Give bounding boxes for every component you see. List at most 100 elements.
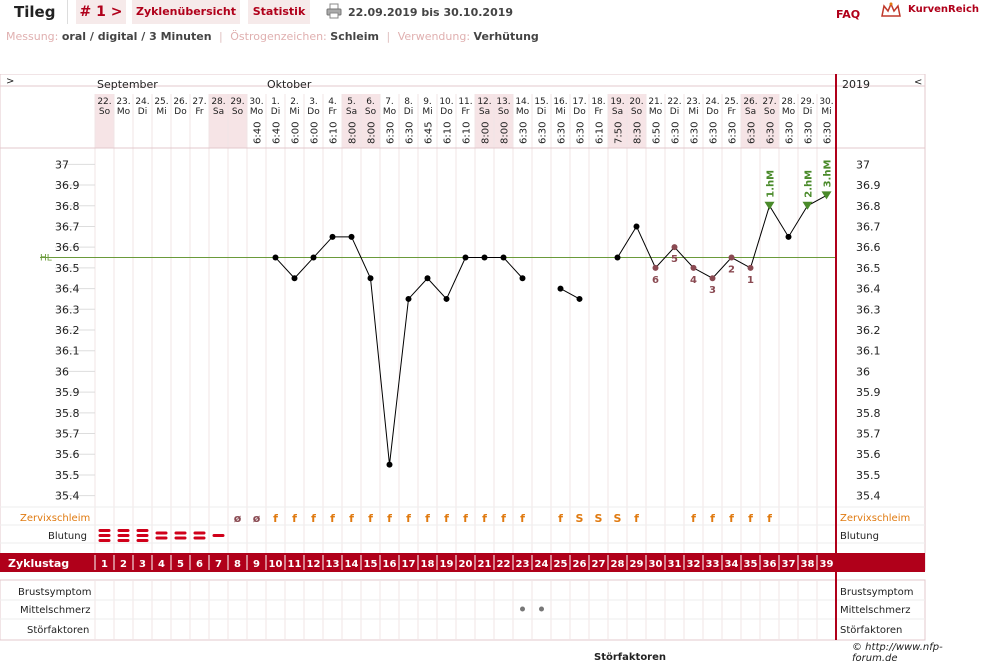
temperature-point [386, 461, 393, 468]
temperature-point [329, 233, 336, 240]
weekday-label: Mo [649, 107, 663, 117]
date-label: 18. [591, 97, 605, 107]
y-tick-label-right: 36.7 [856, 220, 881, 233]
temperature-point [405, 295, 412, 302]
y-tick-label: 35.9 [55, 386, 80, 399]
bleeding-row-label: Blutung [48, 531, 87, 542]
bleeding-mark [136, 539, 149, 542]
excluded-point [690, 264, 697, 271]
mucus-mark: f [406, 512, 411, 525]
excluded-number-label: 1 [747, 275, 754, 286]
date-label: 24. [135, 97, 149, 107]
mucus-row-label-right: Zervixschleim [840, 513, 910, 524]
time-label: 6:00 [291, 122, 302, 144]
date-label: 29. [230, 97, 244, 107]
temperature-line [560, 288, 580, 300]
temperature-point [424, 275, 431, 282]
temperature-point [576, 295, 583, 302]
statistics-tab[interactable]: Statistik [248, 0, 310, 24]
time-label: 6:30 [823, 122, 834, 144]
y-tick-label: 36.8 [55, 200, 80, 213]
weekday-label: So [631, 107, 643, 117]
y-tick-label-right: 35.6 [856, 448, 881, 461]
date-label: 27. [192, 97, 206, 107]
cycle-day-number: 30 [649, 559, 663, 570]
time-label: 6:45 [424, 122, 435, 144]
weekday-label: Di [138, 107, 147, 117]
mucus-mark: f [444, 512, 449, 525]
temperature-point [500, 254, 507, 261]
y-tick-label-right: 36.1 [856, 345, 881, 358]
cycle-day-number: 23 [516, 559, 530, 570]
weekday-label: Do [307, 107, 320, 117]
breast-row-label: Brustsymptom [18, 587, 91, 598]
temperature-point [633, 223, 640, 230]
weekend-shade [741, 94, 760, 148]
cycle-day-number: 22 [497, 559, 511, 570]
cycle-day-number: 33 [706, 559, 720, 570]
y-tick-label: 36.3 [55, 303, 80, 316]
brand-logo[interactable]: KurvenReich [908, 4, 980, 15]
date-label: 22. [97, 97, 111, 107]
bleeding-mark [136, 534, 149, 537]
date-label: 26. [743, 97, 757, 107]
excluded-number-label: 6 [652, 275, 659, 286]
excluded-point [671, 244, 678, 251]
time-label: 6:30 [747, 122, 758, 144]
temperature-point [462, 254, 469, 261]
cycle-day-number: 16 [383, 559, 397, 570]
cycle-number-tab[interactable]: # 1 > [76, 0, 126, 24]
weekend-shade [627, 94, 646, 148]
mucus-mark: f [748, 512, 753, 525]
weekday-label: Di [803, 107, 812, 117]
date-label: 13. [496, 97, 510, 107]
measure-label: Messung: [6, 30, 59, 43]
y-tick-label: 36.7 [55, 220, 80, 233]
temperature-point [272, 254, 279, 261]
cycle-day-number: 39 [820, 559, 834, 570]
date-label: 8. [404, 97, 413, 107]
time-label: 6:30 [538, 122, 549, 144]
time-label: 6:30 [405, 122, 416, 144]
date-label: 17. [572, 97, 586, 107]
weekend-shade [760, 94, 779, 148]
weekday-label: So [232, 107, 244, 117]
weekday-label: Mo [516, 107, 530, 117]
cycle-day-number: 5 [177, 559, 184, 570]
cycle-overview-tab[interactable]: Zyklenübersicht [132, 0, 240, 24]
y-tick-label: 35.4 [55, 490, 80, 503]
cycle-day-number: 36 [763, 559, 777, 570]
weekend-shade [228, 94, 247, 148]
y-tick-label-right: 37 [856, 158, 870, 171]
cycle-day-number: 10 [269, 559, 283, 570]
user-tab[interactable]: Tileg [0, 0, 68, 24]
faq-link[interactable]: FAQ [836, 8, 861, 21]
date-label: 26. [173, 97, 187, 107]
cycle-day-number: 37 [782, 559, 796, 570]
mucus-mark: f [710, 512, 715, 525]
cycle-day-number: 3 [139, 559, 146, 570]
time-label: 8:00 [367, 122, 378, 144]
temperature-point [557, 285, 564, 292]
weekday-label: Do [573, 107, 586, 117]
y-tick-label-right: 36.6 [856, 241, 881, 254]
usage-label: Verwendung: [397, 30, 471, 43]
y-tick-label-right: 36.3 [856, 303, 881, 316]
y-tick-label: 37 [55, 158, 69, 171]
cycle-day-number: 14 [345, 559, 359, 570]
bleeding-mark [174, 536, 187, 540]
estrogen-value: Schleim [330, 30, 380, 43]
excluded-number-label: 2 [728, 265, 735, 276]
month-label-oktober: Oktober [267, 78, 312, 91]
copyright-link[interactable]: © http://www.nfp-forum.de [852, 642, 943, 664]
mittelschmerz-row-label: Mittelschmerz [20, 605, 90, 616]
weekday-label: Fr [594, 107, 603, 117]
bleeding-mark [174, 531, 187, 535]
date-label: 21. [648, 97, 662, 107]
cycle-day-number: 11 [288, 559, 302, 570]
printer-icon[interactable] [326, 3, 342, 19]
temperature-point [443, 295, 450, 302]
cycle-day-number: 32 [687, 559, 701, 570]
y-tick-label: 35.5 [55, 469, 80, 482]
time-label: 6:30 [766, 122, 777, 144]
